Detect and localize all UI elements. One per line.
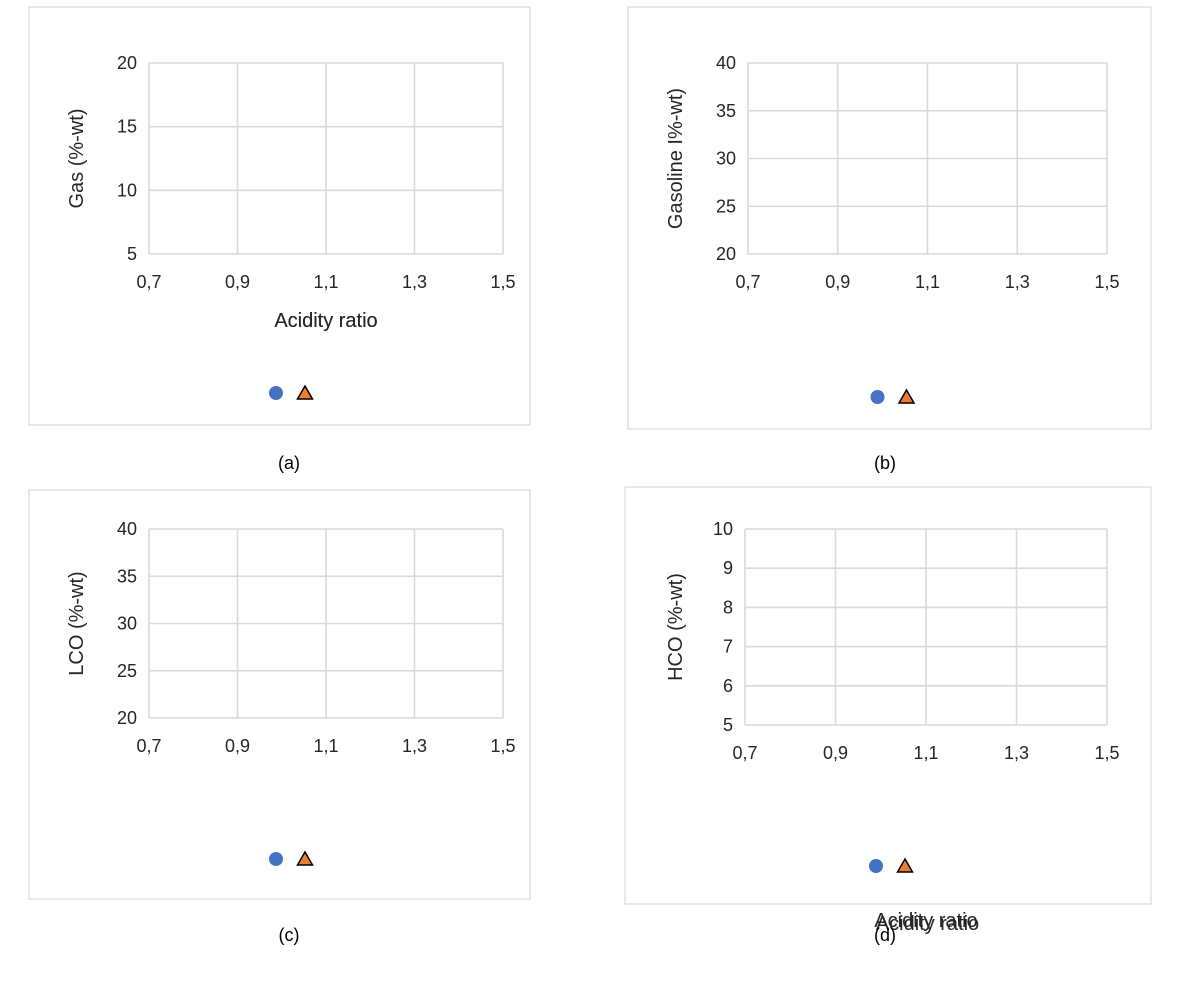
y-tick-label: 25 (716, 196, 736, 216)
x-tick-label: 1,3 (1004, 743, 1029, 763)
chart-panel-4: 5 6 7 8 9 10 0,7 0,9 1,1 1,3 1,5 HCO (%-wt) Acidity … (624, 486, 1152, 932)
x-tick-label: 0,7 (735, 272, 760, 292)
chart-panel-2: 20 25 30 35 40 0,7 0,9 1,1 1,3 1,5 Gasoline I%-wt)… (627, 6, 1152, 935)
chart-frame (28, 489, 531, 900)
legend (269, 384, 314, 400)
y-tick-label: 40 (117, 519, 137, 539)
y-tick-label: 10 (117, 180, 137, 200)
y-tick-label: 20 (117, 708, 137, 728)
y-tick-label: 5 (127, 244, 137, 264)
chart-panel-1: 5 10 15 20 0,7 0,9 1,1 1,3 1,5 Gas (%-wt) Acidity … (28, 6, 531, 426)
x-tick-label: 0,7 (136, 736, 161, 756)
panel-caption: (c) (279, 925, 300, 945)
x-tick-label: 1,1 (915, 272, 940, 292)
panel-caption: (b) (874, 453, 896, 473)
x-tick-label: 1,3 (402, 736, 427, 756)
x-tick-label: 0,9 (825, 272, 850, 292)
x-tick-label: 1,3 (402, 272, 427, 292)
y-axis-title: LCO (%-wt) (66, 571, 88, 675)
legend (269, 850, 314, 866)
x-tick-label: 0,9 (225, 272, 250, 292)
chart-frame (28, 6, 531, 426)
y-tick-label: 25 (117, 661, 137, 681)
y-tick-label: 30 (117, 614, 137, 634)
x-tick-label: 1,1 (313, 736, 338, 756)
y-tick-label: 30 (716, 149, 736, 169)
y-tick-label: 20 (117, 53, 137, 73)
legend-triangle-marker (296, 384, 314, 400)
x-tick-label: 0,9 (225, 736, 250, 756)
panel-caption: (a) (278, 453, 300, 473)
legend-triangle-marker (897, 388, 916, 404)
y-tick-label: 35 (117, 566, 137, 586)
legend-triangle-marker (896, 857, 914, 873)
y-tick-label: 6 (723, 676, 733, 696)
x-axis-title: Acidity ratio (274, 310, 377, 332)
y-axis-title: Gas (%-wt) (66, 109, 88, 209)
x-tick-label: 1,5 (490, 272, 515, 292)
chart-frame (627, 6, 1152, 430)
chart-frame (624, 486, 1152, 905)
y-tick-label: 5 (723, 715, 733, 735)
panel-caption: (d) (874, 925, 896, 945)
y-tick-label: 20 (716, 244, 736, 264)
x-tick-label: 1,5 (490, 736, 515, 756)
x-axis-title: Acidity ratio (876, 913, 979, 935)
x-tick-label: 0,9 (823, 743, 848, 763)
y-tick-label: 7 (723, 637, 733, 657)
x-tick-label: 1,3 (1005, 272, 1030, 292)
x-tick-label: 0,7 (136, 272, 161, 292)
legend (869, 857, 914, 873)
x-axis-title: Acidity ratio (274, 310, 377, 332)
y-tick-label: 10 (713, 519, 733, 539)
y-tick-label: 40 (716, 53, 736, 73)
y-tick-label: 35 (716, 101, 736, 121)
x-axis-title: Acidity ratio (874, 910, 977, 932)
y-tick-label: 15 (117, 117, 137, 137)
legend-circle-marker (269, 386, 283, 400)
x-tick-label: 1,1 (313, 272, 338, 292)
x-tick-label: 0,7 (732, 743, 757, 763)
legend (870, 388, 916, 404)
legend-circle-marker (869, 859, 883, 873)
chart-panel-3: 20 25 30 35 40 0,7 0,9 1,1 1,3 1,5 LCO (%-wt) Acidi… (28, 310, 531, 900)
x-tick-label: 1,5 (1094, 743, 1119, 763)
y-axis-title: HCO (%-wt) (665, 573, 687, 681)
legend-triangle-marker (296, 850, 314, 866)
y-tick-label: 9 (723, 558, 733, 578)
y-axis-title: Gasoline I%-wt) (665, 88, 687, 229)
y-tick-label: 8 (723, 597, 733, 617)
legend-circle-marker (870, 390, 885, 404)
x-tick-label: 1,1 (913, 743, 938, 763)
legend-circle-marker (269, 852, 283, 866)
x-tick-label: 1,5 (1094, 272, 1119, 292)
